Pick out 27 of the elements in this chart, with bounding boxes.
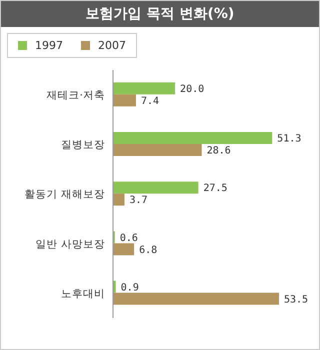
legend-label: 2007 [97, 39, 126, 52]
bar [113, 243, 134, 256]
data-label: 0.9 [120, 282, 139, 294]
data-label: 0.6 [120, 232, 138, 244]
data-label: 28.6 [206, 146, 231, 157]
bar [113, 132, 272, 144]
y-tick-label: 활동기 재해보장 [24, 188, 105, 201]
y-tick-label: 재테크·저축 [46, 90, 105, 102]
bar [113, 82, 176, 94]
data-label: 53.5 [284, 294, 308, 306]
data-label: 7.4 [140, 96, 160, 107]
bar [113, 182, 198, 194]
data-label: 51.3 [277, 134, 302, 145]
legend-label: 1997 [34, 39, 63, 52]
bar [113, 292, 279, 305]
y-tick-label: 노후대비 [61, 288, 105, 300]
bar [113, 144, 202, 156]
bar [113, 94, 136, 106]
data-label: 27.5 [203, 183, 228, 194]
y-tick-label: 일반 사망보장 [36, 238, 105, 250]
data-label: 6.8 [139, 244, 158, 256]
data-label: 3.7 [129, 195, 148, 206]
chart-title: 보험가입 목적 변화(%) [1, 1, 319, 27]
bar [113, 194, 124, 206]
y-tick-label: 질병보장 [61, 139, 105, 152]
bar [113, 280, 116, 293]
data-label: 20.0 [180, 84, 204, 95]
